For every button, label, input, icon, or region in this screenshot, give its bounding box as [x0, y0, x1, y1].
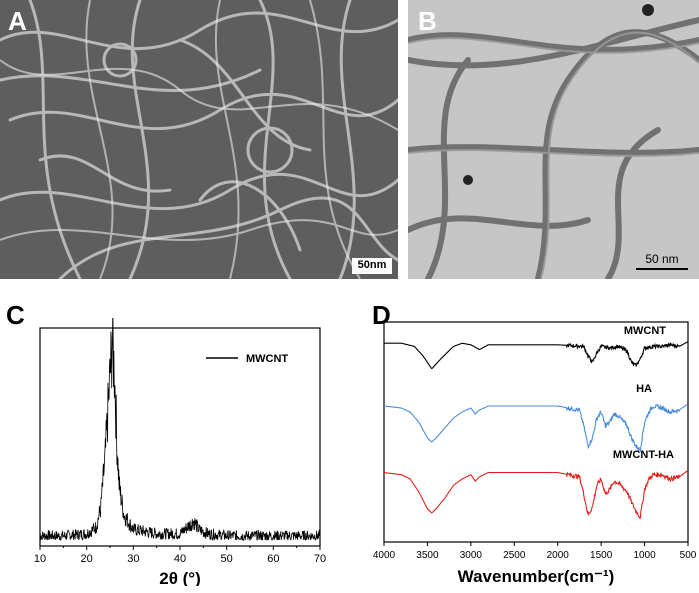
scale-bar-label-a: 50nm — [357, 259, 387, 271]
panel-label-a: A — [8, 6, 27, 36]
x-tick-label: 50 — [221, 553, 233, 565]
ftir-chart: 4000 3500 3000 2500 2000 1500 1000 500 Wavenumbe… — [373, 321, 697, 586]
x-tick-label: 4000 — [373, 550, 396, 561]
tem-image: B 50 nm — [408, 0, 699, 279]
tem-texture — [408, 0, 699, 279]
series-label-ha: HA — [636, 383, 652, 395]
x-tick-label: 3000 — [460, 550, 483, 561]
x-tick-label: 3500 — [416, 550, 439, 561]
x-tick-label: 1500 — [590, 550, 613, 561]
x-tick-label: 40 — [174, 553, 186, 565]
x-tick-label: 10 — [34, 553, 46, 565]
scale-bar-a — [352, 258, 392, 274]
x-axis-label: Wavenumber(cm⁻¹) — [458, 567, 615, 586]
xrd-chart: 10 20 30 40 50 60 70 2θ (°) MWCNT — [34, 318, 326, 586]
series-line-mwcnt-ha — [383, 470, 689, 519]
series-line-ha — [383, 403, 689, 453]
x-tick-label: 500 — [680, 550, 697, 561]
x-axis-label: 2θ (°) — [159, 569, 201, 586]
sem-image: A 50nm — [0, 0, 398, 279]
x-tick-label: 1000 — [633, 550, 656, 561]
series-label-mwcnt-ha: MWCNT-HA — [613, 449, 674, 461]
x-tick-label: 70 — [314, 553, 326, 565]
x-tick-label: 2000 — [547, 550, 570, 561]
series-label-mwcnt: MWCNT — [624, 325, 666, 337]
x-tick-label: 20 — [81, 553, 93, 565]
scale-bar-label-b: 50 nm — [645, 252, 679, 266]
x-tick-label: 60 — [267, 553, 279, 565]
panel-label-b: B — [418, 6, 437, 36]
x-tick-label: 30 — [127, 553, 139, 565]
x-tick-label: 2500 — [503, 550, 526, 561]
series-line-mwcnt — [39, 318, 321, 542]
legend-label-mwcnt: MWCNT — [246, 353, 288, 365]
panel-label-c: C — [6, 300, 25, 330]
sem-texture — [0, 0, 398, 279]
series-line-mwcnt — [384, 341, 689, 370]
scale-bar-b-line — [636, 268, 688, 270]
plot-frame — [383, 321, 689, 543]
